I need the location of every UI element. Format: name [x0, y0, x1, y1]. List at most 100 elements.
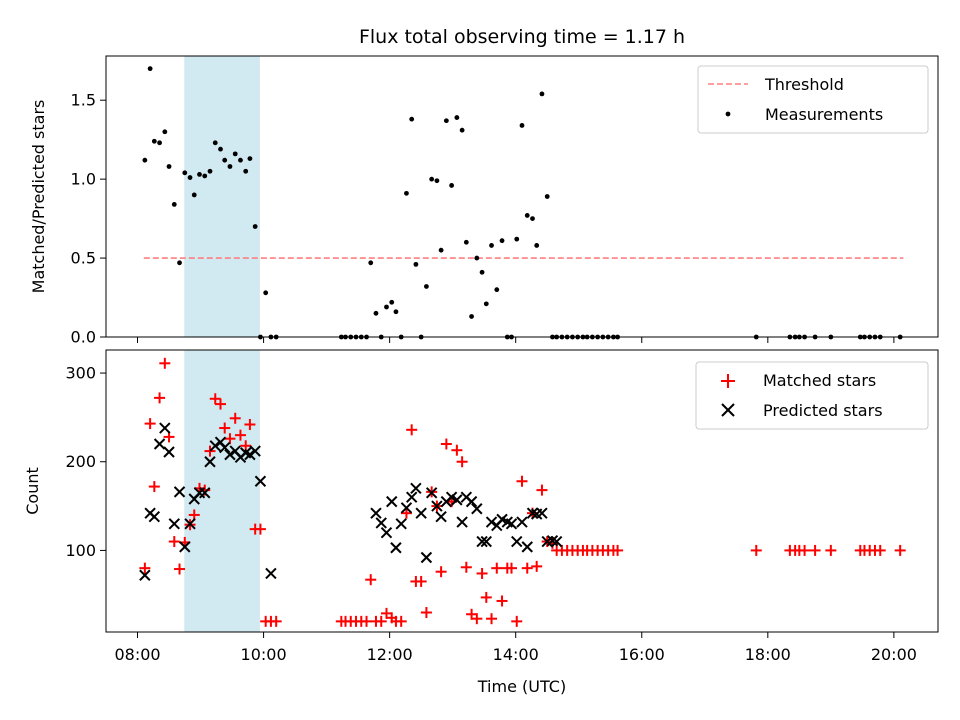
matched-star-point [750, 544, 762, 556]
measurement-point [459, 127, 465, 133]
predicted-star-point [516, 516, 528, 528]
matched-star-point [491, 562, 503, 574]
measurement-point [252, 224, 258, 229]
top-panel: 0.0 0.5 1.0 1.5 Flux total observing time =… [29, 26, 939, 347]
predicted-star-point [456, 516, 468, 528]
predicted-star-point [395, 518, 407, 530]
top-y-axis-ticks: 0.0 0.5 1.0 1.5 [71, 91, 106, 347]
matched-star-point [204, 445, 216, 457]
predicted-star-point [254, 475, 267, 487]
measurement-point [191, 192, 197, 198]
measurement-point [238, 157, 243, 163]
legend-matched-swatch [721, 374, 735, 388]
top-legend: Threshold Measurements [697, 65, 929, 134]
predicted-star-point [249, 445, 261, 457]
matched-star-point [516, 475, 528, 487]
matched-star-point [505, 562, 517, 574]
measurement-point [263, 290, 269, 296]
measurement-point [177, 260, 182, 266]
bottom-panel: 100 200 300 08:00 10:00 12:00 14:00 16:00 18:00… [23, 349, 939, 696]
predicted-star-point [476, 535, 488, 548]
measurement-point [544, 194, 550, 199]
matched-star-point [168, 536, 180, 548]
matched-star-point [159, 357, 171, 369]
predicted-star-point [480, 535, 492, 548]
matched-star-point [536, 484, 548, 496]
measurement-point [151, 138, 157, 144]
matched-star-point [148, 481, 160, 493]
predicted-star-point [386, 495, 398, 508]
predicted-star-point [505, 518, 518, 530]
predicted-star-point [410, 482, 422, 495]
measurement-point [147, 66, 153, 72]
measurement-point [429, 176, 435, 182]
predicted-star-point [425, 487, 438, 499]
predicted-star-point [390, 542, 402, 554]
measurement-point [162, 129, 168, 135]
legend-measurements-swatch [725, 111, 731, 117]
matched-star-point [480, 591, 492, 603]
matched-stars-layer [139, 357, 906, 627]
measurement-point [530, 216, 535, 222]
measurement-point [534, 243, 540, 248]
measurement-point [222, 157, 228, 163]
predicted-star-point [511, 535, 523, 548]
matched-star-point [511, 615, 523, 627]
measurement-point [182, 170, 188, 176]
predicted-star-point [159, 422, 171, 434]
matched-star-point [406, 424, 418, 436]
measurement-point [469, 314, 474, 319]
matched-star-point [460, 561, 472, 573]
matched-star-point [521, 562, 533, 574]
predicted-star-point [179, 541, 191, 553]
matched-star-point [456, 456, 468, 468]
bottom-x-axis-ticks: 08:00 10:00 12:00 14:00 16:00 18:00 20:00 [114, 632, 917, 664]
measurement-point [479, 269, 485, 275]
predicted-star-point [184, 518, 196, 530]
matched-star-point [440, 438, 452, 450]
x-tick-label: 12:00 [367, 645, 413, 664]
matched-star-point [215, 398, 227, 410]
matched-star-point [361, 615, 373, 627]
top-shaded-interval [184, 55, 260, 338]
legend-predicted-label: Predicted stars [763, 401, 883, 420]
measurement-point [539, 91, 545, 97]
predicted-star-point [431, 500, 443, 512]
measurement-point [494, 287, 500, 293]
measurement-point [499, 238, 505, 244]
predicted-star-point [209, 440, 221, 452]
measurement-point [232, 151, 238, 157]
measurement-point [227, 164, 233, 169]
matched-star-point [486, 613, 498, 625]
predicted-star-point [465, 495, 478, 508]
measurement-point [197, 171, 202, 177]
predicted-star-point [370, 507, 382, 519]
predicted-star-point [375, 517, 387, 529]
measurement-point [393, 309, 399, 315]
measurement-point [404, 190, 409, 196]
measurement-point [438, 247, 444, 253]
x-tick-label: 18:00 [745, 645, 791, 664]
predicted-stars-layer [139, 422, 563, 581]
matched-star-point [174, 563, 186, 575]
predicted-star-point [173, 486, 186, 498]
measurement-point [489, 243, 494, 248]
matched-star-point [270, 615, 282, 627]
matched-star-point [894, 544, 906, 556]
predicted-star-point [536, 507, 548, 519]
top-y-axis-label: Matched/Predicted stars [29, 100, 48, 294]
matched-star-point [234, 429, 246, 441]
measurement-point [373, 310, 379, 316]
legend-matched-label: Matched stars [763, 371, 876, 390]
matched-star-point [365, 574, 377, 586]
predicted-star-point [244, 448, 256, 461]
measurement-point [243, 168, 249, 174]
predicted-star-point [163, 446, 175, 458]
measurement-point [409, 116, 415, 122]
matched-star-point [612, 544, 624, 556]
matched-star-point [451, 444, 463, 456]
measurement-point [413, 261, 419, 267]
measurement-point [166, 164, 172, 169]
measurement-point [424, 284, 429, 289]
matched-star-point [219, 422, 231, 434]
